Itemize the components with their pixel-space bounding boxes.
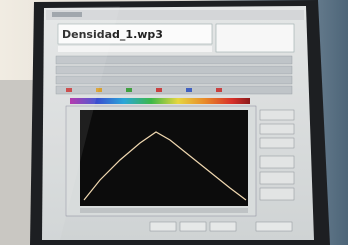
bottom-buttons[interactable] [150,222,292,231]
spectrum-strip [70,98,250,104]
plot-area [80,110,248,206]
info-box [216,24,294,52]
page: Densidad_1.wp3 (() => { const [0,0,348,245]
x-axis-strip [80,208,248,213]
photo: Densidad_1.wp3 [0,0,348,245]
